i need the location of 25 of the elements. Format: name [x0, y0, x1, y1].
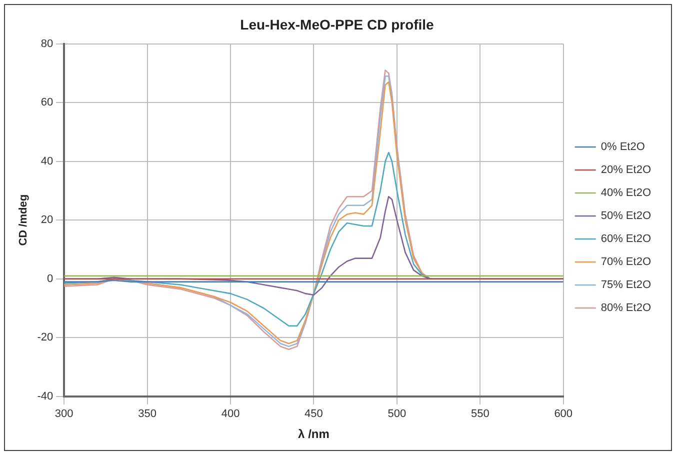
y-tick-label: 80 — [40, 38, 54, 50]
y-axis-title: CD /mdeg — [18, 194, 30, 246]
x-tick-label: 600 — [554, 408, 573, 420]
y-tick-label: 0 — [46, 272, 54, 285]
x-tick-label: 300 — [54, 408, 74, 420]
x-tick-label: 550 — [470, 408, 490, 420]
y-tick-label: -40 — [37, 390, 54, 402]
legend-label: 70% Et2O — [600, 256, 652, 268]
y-tick-label: 20 — [40, 214, 54, 226]
y-tick-label: 60 — [40, 96, 54, 109]
x-tick-label: 500 — [388, 408, 406, 420]
legend-label: 20% Et2O — [600, 164, 652, 176]
legend-label: 50% Et2O — [600, 210, 652, 222]
x-tick-label: 400 — [221, 408, 240, 420]
legend-label: 80% Et2O — [600, 302, 652, 314]
x-axis-title: λ /nm — [298, 427, 330, 442]
y-tick-label: -20 — [37, 332, 54, 344]
chart-title: Leu-Hex-MeO-PPE CD profile — [240, 16, 434, 32]
x-tick-label: 350 — [138, 408, 156, 420]
x-tick-label: 450 — [304, 408, 323, 420]
y-tick-label: 40 — [40, 155, 54, 168]
legend-label: 60% Et2O — [600, 233, 652, 246]
legend-label: 40% Et2O — [600, 187, 652, 200]
legend-label: 0% Et2O — [600, 141, 646, 154]
legend-label: 75% Et2O — [600, 279, 652, 292]
